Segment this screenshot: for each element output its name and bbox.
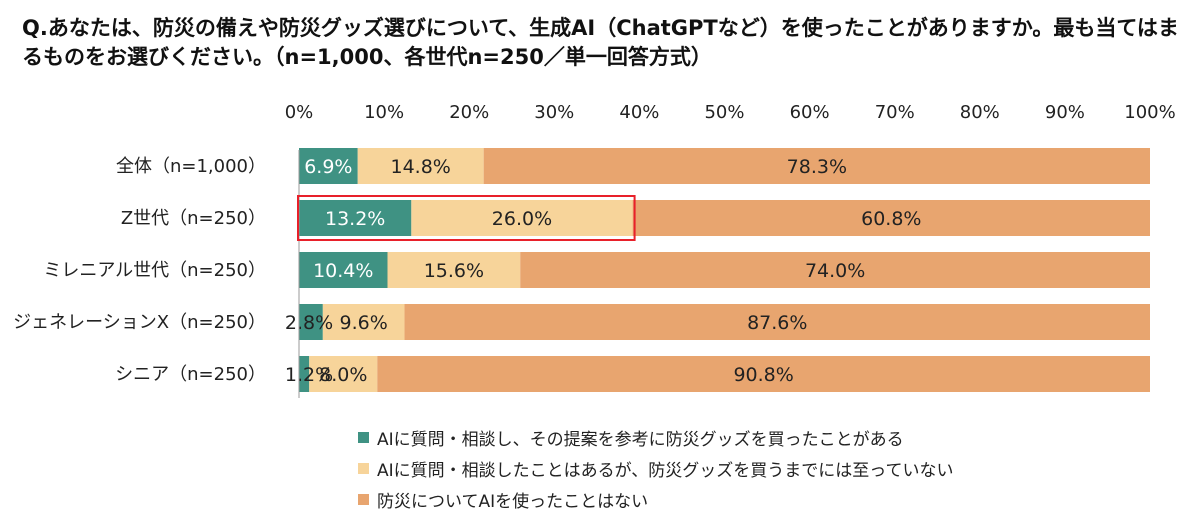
data-label: 1.2% bbox=[285, 364, 333, 386]
bar-segment bbox=[299, 148, 358, 184]
data-label: 74.0% bbox=[805, 260, 865, 282]
category-label: シニア（n=250） bbox=[115, 364, 266, 385]
x-tick-label: 0% bbox=[285, 102, 314, 123]
data-label: 26.0% bbox=[492, 208, 552, 230]
bar-segment bbox=[404, 304, 1150, 340]
data-label: 60.8% bbox=[861, 208, 921, 230]
bar-segment bbox=[299, 200, 412, 236]
data-label: 8.0% bbox=[319, 364, 367, 386]
x-tick-label: 10% bbox=[364, 102, 404, 123]
bar-segment bbox=[299, 356, 310, 392]
legend: AIに質問・相談し、その提案を参考に防災グッズを買ったことがある AIに質問・相… bbox=[358, 422, 953, 515]
data-label: 15.6% bbox=[424, 260, 484, 282]
stacked-bar-chart: 0% 10% 20% 30% 40% 50% 60% 70% 80% 90% 100% 全体（n=1… bbox=[13, 102, 1176, 398]
bar-segment bbox=[411, 200, 633, 236]
category-label: ジェネレーションX（n=250） bbox=[13, 312, 266, 333]
data-label: 90.8% bbox=[733, 364, 793, 386]
data-label: 14.8% bbox=[391, 156, 451, 178]
bar-segment bbox=[299, 304, 323, 340]
question-title: Q.あなたは、防災の備えや防災グッズ選びについて、生成AI（ChatGPTなど）… bbox=[22, 16, 1179, 69]
data-label: 9.6% bbox=[340, 312, 388, 334]
legend-swatch-used bbox=[358, 432, 369, 443]
data-label: 87.6% bbox=[747, 312, 807, 334]
data-label: 10.4% bbox=[313, 260, 373, 282]
x-tick-label: 50% bbox=[704, 102, 744, 123]
category-label: 全体（n=1,000） bbox=[116, 156, 266, 177]
x-tick-label: 100% bbox=[1124, 102, 1175, 123]
legend-label-consulted: AIに質問・相談したことはあるが、防災グッズを買うまでには至っていない bbox=[377, 461, 954, 481]
bar-segment bbox=[357, 148, 484, 184]
x-axis-tick-labels: 0% 10% 20% 30% 40% 50% 60% 70% 80% 90% 100% bbox=[285, 102, 1176, 123]
data-label: 78.3% bbox=[787, 156, 847, 178]
data-label: 2.8% bbox=[285, 312, 333, 334]
x-tick-label: 90% bbox=[1045, 102, 1085, 123]
x-tick-label: 30% bbox=[534, 102, 574, 123]
data-label: 6.9% bbox=[304, 156, 352, 178]
x-tick-label: 60% bbox=[790, 102, 830, 123]
x-tick-label: 40% bbox=[619, 102, 659, 123]
bar-segment bbox=[632, 200, 1150, 236]
category-label: ミレニアル世代（n=250） bbox=[43, 260, 266, 281]
bar-segment bbox=[483, 148, 1150, 184]
legend-swatch-never bbox=[358, 494, 369, 505]
legend-item-used: AIに質問・相談し、その提案を参考に防災グッズを買ったことがある bbox=[358, 422, 953, 453]
bar-segment bbox=[299, 252, 388, 288]
x-tick-label: 20% bbox=[449, 102, 489, 123]
data-label: 13.2% bbox=[325, 208, 385, 230]
x-tick-label: 70% bbox=[875, 102, 915, 123]
category-label: Z世代（n=250） bbox=[121, 208, 266, 229]
legend-item-consulted: AIに質問・相談したことはあるが、防災グッズを買うまでには至っていない bbox=[358, 453, 953, 484]
category-labels: 全体（n=1,000） Z世代（n=250） ミレニアル世代（n=250） ジェネレー… bbox=[13, 156, 266, 385]
bar-segment bbox=[377, 356, 1150, 392]
bar-segment bbox=[309, 356, 378, 392]
data-labels: 6.9% 14.8% 78.3% 13.2% 26.0% 60.8% 10.4% 15.6% 7… bbox=[285, 156, 922, 386]
x-tick-label: 80% bbox=[960, 102, 1000, 123]
legend-swatch-consulted bbox=[358, 463, 369, 474]
highlight-box bbox=[297, 195, 636, 241]
legend-item-never: 防災についてAIを使ったことはない bbox=[358, 484, 953, 515]
legend-label-used: AIに質問・相談し、その提案を参考に防災グッズを買ったことがある bbox=[377, 430, 904, 450]
bar-segment bbox=[520, 252, 1150, 288]
bars bbox=[299, 148, 1150, 392]
bar-segment bbox=[387, 252, 521, 288]
legend-label-never: 防災についてAIを使ったことはない bbox=[377, 492, 649, 512]
bar-segment bbox=[322, 304, 405, 340]
